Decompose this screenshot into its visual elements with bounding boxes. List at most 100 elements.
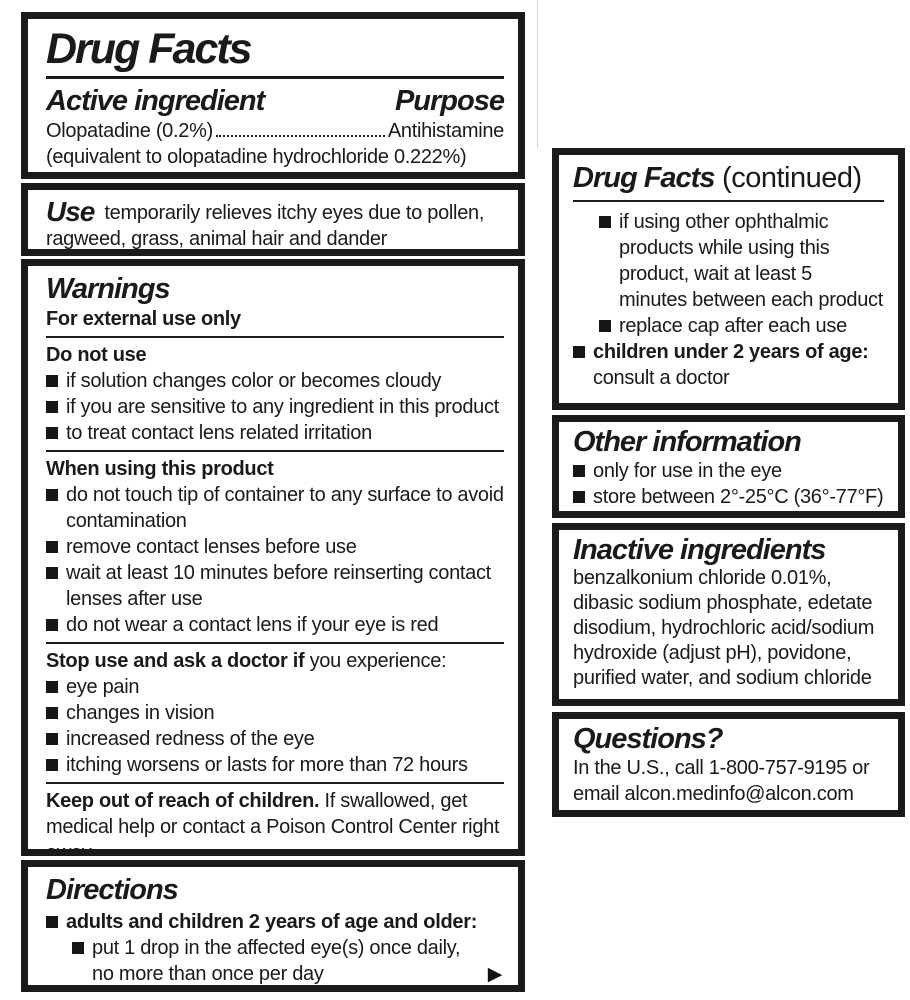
section-divider bbox=[46, 450, 504, 452]
bullet-square-icon bbox=[573, 491, 585, 503]
scan-artifact-line bbox=[537, 0, 538, 148]
when-using-item: do not wear a contact lens if your eye i… bbox=[46, 612, 504, 638]
inactive-ingredients-box: Inactive ingredients benzalkonium chlori… bbox=[552, 523, 905, 706]
dot-leader bbox=[215, 135, 385, 137]
bullet-square-icon bbox=[573, 465, 585, 477]
other-information-box: Other information only for use in the ey… bbox=[552, 415, 905, 518]
stop-use-heading-rest: you experience: bbox=[304, 650, 447, 672]
use-text: temporarily relieves itchy eyes due to p… bbox=[46, 202, 485, 250]
section-divider bbox=[46, 336, 504, 338]
when-using-item: do not touch tip of container to any sur… bbox=[46, 482, 504, 534]
bullet-square-icon bbox=[599, 216, 611, 228]
warnings-heading: Warnings bbox=[46, 273, 171, 305]
do-not-use-item-text: to treat contact lens related irritation bbox=[66, 422, 372, 444]
stop-use-item-text: increased redness of the eye bbox=[66, 728, 315, 750]
external-use-note: For external use only bbox=[46, 308, 241, 330]
questions-heading: Questions? bbox=[573, 723, 724, 755]
other-information-item-text: store between 2°-25°C (36°-77°F) bbox=[593, 486, 884, 508]
bullet-square-icon bbox=[599, 320, 611, 332]
continued-sub-item: replace cap after each use bbox=[573, 313, 884, 339]
title-divider bbox=[573, 200, 884, 202]
active-ingredient-name: Olopatadine (0.2%) bbox=[46, 120, 213, 142]
active-ingredient-heading: Active ingredient bbox=[46, 85, 265, 117]
directions-sub-item-text: put 1 drop in the affected eye(s) once d… bbox=[92, 937, 461, 985]
stop-use-item: eye pain bbox=[46, 674, 504, 700]
questions-box: Questions? In the U.S., call 1-800-757-9… bbox=[552, 712, 905, 817]
when-using-item-text: remove contact lenses before use bbox=[66, 536, 357, 558]
children-item-bold: children under 2 years of age: bbox=[593, 341, 869, 363]
children-item-rest: consult a doctor bbox=[593, 367, 730, 389]
other-information-item-text: only for use in the eye bbox=[593, 460, 782, 482]
bullet-square-icon bbox=[46, 541, 58, 553]
when-using-heading: When using this product bbox=[46, 458, 274, 480]
stop-use-item: increased redness of the eye bbox=[46, 726, 504, 752]
when-using-item-text: wait at least 10 minutes before reinsert… bbox=[66, 562, 491, 610]
do-not-use-item: to treat contact lens related irritation bbox=[46, 420, 504, 446]
when-using-item: remove contact lenses before use bbox=[46, 534, 504, 560]
use-heading: Use bbox=[46, 196, 95, 227]
do-not-use-item: if solution changes color or becomes clo… bbox=[46, 368, 504, 394]
continued-sub-item: if using other ophthalmic products while… bbox=[573, 209, 884, 313]
directions-main-item-text: adults and children 2 years of age and o… bbox=[66, 911, 478, 933]
drug-facts-header-box: Drug Facts Active ingredient Purpose Olo… bbox=[21, 12, 525, 179]
bullet-square-icon bbox=[46, 759, 58, 771]
stop-use-item-text: eye pain bbox=[66, 676, 140, 698]
do-not-use-item: if you are sensitive to any ingredient i… bbox=[46, 394, 504, 420]
bullet-square-icon bbox=[46, 681, 58, 693]
inactive-ingredients-text: benzalkonium chloride 0.01%, dibasic sod… bbox=[573, 567, 875, 689]
active-ingredient-equivalent: (equivalent to olopatadine hydrochloride… bbox=[46, 146, 467, 168]
inactive-ingredients-heading: Inactive ingredients bbox=[573, 534, 826, 566]
directions-sub-item: put 1 drop in the affected eye(s) once d… bbox=[46, 935, 504, 985]
keep-out-paragraph: Keep out of reach of children. If swallo… bbox=[46, 788, 504, 856]
keep-out-rest: If swallowed, get medical help or contac… bbox=[46, 790, 500, 856]
purpose-heading: Purpose bbox=[394, 85, 505, 117]
bullet-square-icon bbox=[72, 942, 84, 954]
continued-sub-item-text: replace cap after each use bbox=[619, 315, 847, 337]
stop-use-item-text: itching worsens or lasts for more than 7… bbox=[66, 754, 468, 776]
directions-main-item: adults and children 2 years of age and o… bbox=[46, 909, 504, 935]
bullet-square-icon bbox=[46, 489, 58, 501]
section-divider bbox=[46, 782, 504, 784]
other-information-item: only for use in the eye bbox=[573, 458, 884, 484]
active-ingredient-row: Olopatadine (0.2%) Antihistamine bbox=[46, 118, 504, 144]
bullet-square-icon bbox=[46, 567, 58, 579]
stop-use-item-text: changes in vision bbox=[66, 702, 215, 724]
drug-facts-title: Drug Facts bbox=[46, 25, 253, 73]
keep-out-bold: Keep out of reach of children. bbox=[46, 790, 320, 812]
use-box: Use temporarily relieves itchy eyes due t… bbox=[21, 183, 525, 256]
use-paragraph: Use temporarily relieves itchy eyes due t… bbox=[46, 196, 504, 250]
bullet-square-icon bbox=[46, 375, 58, 387]
continued-arrow-icon: ▶ bbox=[487, 964, 503, 985]
warnings-box: Warnings For external use only Do not us… bbox=[21, 259, 525, 856]
title-divider bbox=[46, 76, 504, 79]
other-information-item: store between 2°-25°C (36°-77°F) bbox=[573, 484, 884, 510]
stop-use-heading-bold: Stop use and ask a doctor if bbox=[46, 650, 305, 672]
do-not-use-heading: Do not use bbox=[46, 344, 147, 366]
bullet-square-icon bbox=[46, 733, 58, 745]
bullet-square-icon bbox=[46, 427, 58, 439]
stop-use-heading: Stop use and ask a doctor if you experie… bbox=[46, 648, 504, 674]
when-using-item-text: do not wear a contact lens if your eye i… bbox=[66, 614, 439, 636]
continued-sub-item-text: if using other ophthalmic products while… bbox=[619, 211, 883, 311]
continued-title: Drug Facts (continued) bbox=[573, 161, 884, 195]
when-using-item: wait at least 10 minutes before reinsert… bbox=[46, 560, 504, 612]
bullet-square-icon bbox=[46, 916, 58, 928]
do-not-use-item-text: if solution changes color or becomes clo… bbox=[66, 370, 442, 392]
bullet-square-icon bbox=[46, 401, 58, 413]
continued-title-rest: (continued) bbox=[714, 162, 862, 194]
directions-heading: Directions bbox=[46, 874, 179, 906]
bullet-square-icon bbox=[573, 346, 585, 358]
stop-use-item: itching worsens or lasts for more than 7… bbox=[46, 752, 504, 778]
active-ingredient-purpose: Antihistamine bbox=[387, 120, 504, 142]
other-information-heading: Other information bbox=[573, 426, 802, 458]
section-divider bbox=[46, 642, 504, 644]
bullet-square-icon bbox=[46, 619, 58, 631]
stop-use-item: changes in vision bbox=[46, 700, 504, 726]
questions-text: In the U.S., call 1-800-757-9195 or emai… bbox=[573, 757, 870, 805]
continued-title-bold: Drug Facts bbox=[573, 162, 715, 194]
do-not-use-item-text: if you are sensitive to any ingredient i… bbox=[66, 396, 499, 418]
continued-children-item: children under 2 years of age: consult a … bbox=[573, 339, 884, 391]
bullet-square-icon bbox=[46, 707, 58, 719]
directions-box: Directions adults and children 2 years o… bbox=[21, 860, 525, 992]
